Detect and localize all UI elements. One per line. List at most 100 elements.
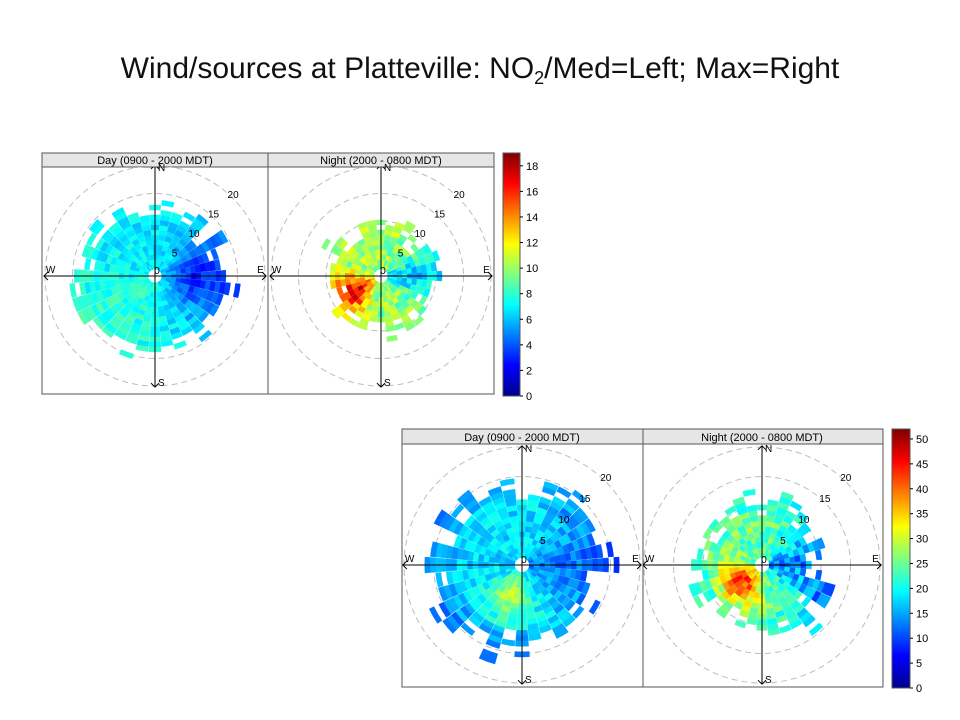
rose-cell: [407, 233, 418, 244]
rose-cell: [572, 605, 585, 619]
rose-cell: [321, 238, 332, 251]
rose-cell: [800, 596, 812, 608]
rose-cell: [430, 541, 439, 558]
rose-cell: [348, 317, 360, 327]
rose-cell: [505, 622, 517, 631]
rose-cell: [442, 617, 457, 634]
rose-cell: [330, 308, 342, 320]
rose-cell: [425, 280, 433, 290]
rose-cell: [348, 305, 358, 314]
rose-cell: [160, 339, 174, 347]
rose-cell: [584, 518, 596, 533]
rose-cell: [92, 316, 105, 330]
rose-cell: [81, 244, 91, 258]
rose-cell: [422, 243, 432, 255]
rose-cell: [450, 503, 465, 519]
rose-cell: [210, 248, 219, 261]
rose-cell: [422, 287, 431, 298]
rose-cell: [404, 220, 417, 231]
colorbar-tick-label: 10: [916, 633, 928, 645]
rose-cell: [776, 614, 788, 624]
rose-cell: [551, 495, 566, 508]
rose-cell: [385, 325, 396, 333]
rose-cell: [398, 246, 407, 254]
fig2-panel-night-title: Night (2000 - 0800 MDT): [701, 432, 823, 444]
fig1-night-panel: N E S W 0 5 10 15 20: [269, 163, 493, 389]
direction-label-e: E: [872, 554, 879, 565]
rose-cell: [357, 221, 368, 230]
rose-cell: [69, 283, 78, 299]
rose-cell: [702, 527, 713, 540]
direction-label-w: W: [405, 554, 415, 565]
slide-title: Wind/sources at Platteville: NO2/Med=Lef…: [0, 52, 960, 87]
rose-cell: [767, 499, 779, 508]
radial-tick-label: 15: [208, 209, 220, 220]
rose-cell: [453, 535, 463, 548]
rose-cell: [114, 329, 128, 341]
rose-cell: [746, 617, 758, 626]
rose-cell: [354, 309, 364, 319]
fig1-panel-day-title: Day (0900 - 2000 MDT): [97, 155, 213, 167]
radial-tick-label: 20: [454, 190, 466, 201]
rose-cell: [386, 334, 398, 342]
direction-label-e: E: [632, 554, 639, 565]
colorbar-tick-label: 12: [526, 238, 538, 250]
direction-label-s: S: [384, 378, 391, 389]
fig1-panel-night-title: Night (2000 - 0800 MDT): [320, 155, 442, 167]
rose-cell: [398, 233, 408, 243]
rose-cell: [431, 250, 441, 262]
rose-cell: [716, 593, 728, 604]
radial-tick-label: 20: [840, 473, 852, 484]
rose-cell: [351, 242, 361, 251]
rose-cell: [742, 488, 756, 497]
rose-cell: [501, 638, 516, 647]
rose-cell: [485, 638, 501, 649]
radial-tick-label: 5: [780, 536, 786, 547]
colorbar-tick-label: 30: [916, 534, 928, 546]
fig2-night-panel: N E S W 0 5 10 15 20: [643, 444, 882, 686]
rose-cell: [385, 224, 395, 232]
rose-cell: [418, 295, 428, 306]
rose-cell: [139, 214, 151, 222]
rose-cell: [702, 590, 713, 603]
rose-cell: [338, 293, 348, 303]
rose-cell: [571, 489, 588, 504]
rose-cell: [738, 609, 750, 619]
rose-cell: [556, 486, 572, 499]
rose-cell: [456, 489, 473, 504]
rose-cell: [410, 243, 419, 253]
rose-cell: [579, 570, 588, 582]
rose-cell: [329, 262, 337, 272]
rose-cell: [478, 653, 497, 665]
rose-cell: [213, 259, 221, 271]
rose-cell: [460, 622, 476, 637]
direction-label-e: E: [483, 265, 490, 276]
rose-cell: [195, 213, 209, 226]
rose-cell: [819, 594, 832, 609]
rose-cell: [734, 619, 747, 629]
rose-cell: [111, 207, 125, 218]
direction-label-s: S: [765, 675, 772, 686]
rose-cell: [575, 507, 589, 522]
rose-cell: [88, 218, 102, 233]
rose-cell: [232, 283, 241, 299]
fig2-panel-day-title: Day (0900 - 2000 MDT): [464, 432, 580, 444]
rose-cell: [433, 509, 447, 526]
rose-cell: [564, 599, 576, 612]
rose-cell: [586, 532, 596, 547]
direction-label-s: S: [525, 675, 532, 686]
rose-cell: [345, 284, 353, 292]
rose-cell: [357, 238, 366, 247]
radial-tick-label: 15: [819, 494, 831, 505]
rose-cell: [708, 518, 720, 531]
rose-cell: [581, 582, 591, 595]
rose-cell: [799, 553, 807, 562]
rose-cell: [438, 601, 451, 618]
rose-cell: [692, 594, 705, 609]
rose-cell: [779, 624, 792, 634]
direction-label-n: N: [765, 444, 772, 455]
rose-cell: [565, 498, 580, 512]
rose-cell: [71, 297, 82, 313]
colorbar-tick-label: 5: [916, 658, 922, 670]
colorbar-tick-label: 40: [916, 484, 928, 496]
